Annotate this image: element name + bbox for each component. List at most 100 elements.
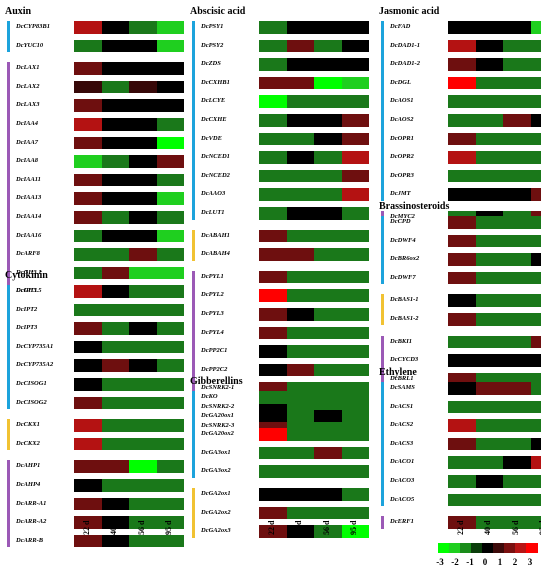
heatmap-cell (341, 506, 369, 520)
heatmap-cell (314, 114, 342, 127)
heatmap-cell (101, 21, 129, 34)
gene-label: DcIAA13 (16, 194, 42, 202)
heatmap-cell (129, 21, 157, 34)
heatmap-cell (101, 211, 129, 224)
heatmap-cell (341, 308, 369, 321)
heatmap-cell (503, 271, 531, 285)
heatmap-cell (314, 188, 342, 201)
heatmap-cell (129, 136, 157, 150)
heatmap-cell (475, 151, 503, 164)
heatmap-cell (475, 39, 503, 53)
heatmap-cell (314, 446, 342, 460)
heatmap-cell (530, 188, 541, 201)
gene-label: DcVDE (201, 134, 222, 142)
heatmap-cell (530, 21, 541, 34)
heatmap-cell (156, 340, 184, 354)
heatmap-cell (101, 396, 129, 410)
group-bar (192, 21, 195, 220)
heatmap-cell (156, 359, 184, 372)
heatmap-cell (314, 76, 342, 90)
gene-label: DcACO1 (390, 458, 415, 466)
group-bar (7, 21, 10, 53)
heatmap-cell (156, 516, 184, 529)
heatmap-cell (314, 506, 342, 520)
gene-label: DcPSY1 (201, 23, 224, 30)
heatmap-cell (475, 234, 503, 248)
heatmap-cell (503, 76, 531, 90)
heatmap-cell (156, 266, 184, 280)
gene-label: DcGA20ox2 (201, 430, 234, 438)
heatmap-cell (530, 132, 541, 146)
gene-label: DcSNRK2-3 (201, 421, 235, 429)
heatmap-cell (129, 359, 157, 372)
gene-label: DcLAX3 (16, 101, 40, 109)
heatmap-cell (259, 58, 287, 71)
heatmap-cell (74, 136, 102, 150)
heatmap-cell (286, 409, 314, 423)
column-label: 40 d (294, 520, 304, 535)
heatmap-cell (448, 234, 476, 248)
heatmap-cell (530, 271, 541, 285)
heatmap-cell (314, 391, 342, 404)
heatmap-cell (156, 460, 184, 473)
heatmap-cell (503, 400, 531, 414)
heatmap-cell (475, 114, 503, 127)
heatmap-cell (286, 446, 314, 460)
column-label: 22 d (455, 520, 465, 535)
group-bar (192, 391, 195, 478)
heatmap-cell (129, 419, 157, 432)
heatmap-cell (503, 216, 531, 229)
gene-label: DcSAMS (390, 384, 415, 391)
heatmap-cell (259, 391, 287, 404)
legend-swatch (482, 543, 494, 553)
heatmap-cell (503, 335, 531, 349)
gene-label: DcDGL (390, 78, 411, 86)
gene-label: DcDWF4 (390, 236, 416, 244)
heatmap-cell (286, 114, 314, 127)
heatmap-cell (74, 322, 102, 335)
heatmap-cell (101, 118, 129, 131)
heatmap-cell (156, 118, 184, 131)
heatmap-cell (314, 132, 342, 146)
gene-label: DcAOS2 (390, 116, 414, 123)
heatmap-cell (156, 285, 184, 298)
heatmap-cell (530, 253, 541, 266)
heatmap-cell (341, 363, 369, 377)
heatmap-cell (259, 95, 287, 108)
gene-label: DcCYP83B1 (16, 23, 50, 30)
heatmap-cell (286, 308, 314, 321)
heatmap-cell (503, 516, 531, 529)
heatmap-cell (475, 169, 503, 183)
column-label: 22 d (81, 520, 91, 535)
heatmap-cell (259, 21, 287, 34)
heatmap-cell (503, 21, 531, 34)
heatmap-cell (156, 39, 184, 53)
heatmap-cell (129, 322, 157, 335)
heatmap-cell (101, 497, 129, 511)
heatmap-cell (503, 253, 531, 266)
heatmap-cell (101, 340, 129, 354)
gene-label: DcSNRK2-1 (201, 384, 235, 392)
heatmap-cell (259, 308, 287, 321)
gene-label: DcACS3 (390, 439, 414, 447)
heatmap-cell (530, 313, 541, 326)
gene-label: DcARR-A2 (16, 518, 47, 526)
group-bar (7, 62, 10, 298)
heatmap-cell (503, 234, 531, 248)
gene-label: DcGA20ox1 (201, 411, 234, 419)
gene-label: DcDAD1-2 (390, 60, 420, 68)
heatmap-cell (530, 95, 541, 108)
heatmap-cell (475, 95, 503, 108)
heatmap-cell (259, 132, 287, 146)
heatmap-cell (101, 419, 129, 432)
heatmap-cell (156, 173, 184, 187)
heatmap-cell (503, 95, 531, 108)
panel-title: Ethylene (379, 367, 417, 378)
heatmap-cell (259, 409, 287, 423)
gene-label: DcACS2 (390, 421, 414, 429)
heatmap-cell (530, 335, 541, 349)
legend-tick-label: 2 (512, 557, 518, 567)
heatmap-cell (314, 248, 342, 261)
gene-label: DcPYL3 (201, 310, 224, 317)
gene-label: DcIAA11 (16, 175, 41, 183)
